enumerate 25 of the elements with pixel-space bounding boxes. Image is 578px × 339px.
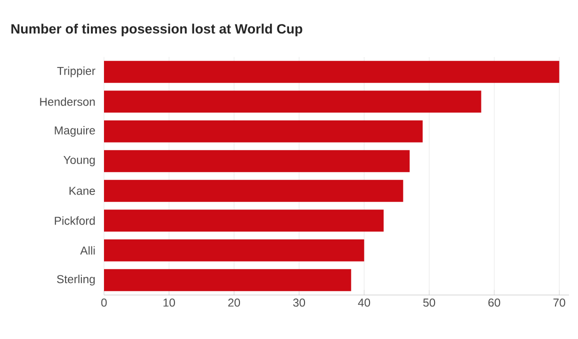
bar <box>104 120 423 142</box>
y-tick-label: Young <box>64 156 95 166</box>
x-tick-label: 20 <box>228 298 240 307</box>
y-tick-label: Alli <box>80 246 95 255</box>
x-tick-label: 10 <box>164 298 175 307</box>
y-tick-label: Trippier <box>57 66 96 78</box>
bar <box>104 90 482 113</box>
x-tick-label: 40 <box>358 298 370 307</box>
bar <box>104 269 352 292</box>
y-tick-label: Maguire <box>54 126 95 137</box>
bar <box>104 60 560 83</box>
y-tick-label: Henderson <box>40 97 95 106</box>
y-tick-label: Kane <box>70 186 95 195</box>
y-tick-label: Pickford <box>54 216 95 225</box>
y-tick-label: Sterling <box>57 274 95 286</box>
bar <box>104 180 404 202</box>
x-tick-label: 30 <box>293 298 306 307</box>
chart-title: Number of times posession lost at World Cup <box>11 24 302 36</box>
bar <box>104 239 364 262</box>
bar <box>104 210 384 232</box>
x-tick-label: 70 <box>553 298 566 307</box>
x-tick-label: 50 <box>423 298 436 307</box>
x-tick-label: 60 <box>488 298 500 307</box>
bar <box>104 150 410 172</box>
x-tick-label: 0 <box>101 298 107 307</box>
